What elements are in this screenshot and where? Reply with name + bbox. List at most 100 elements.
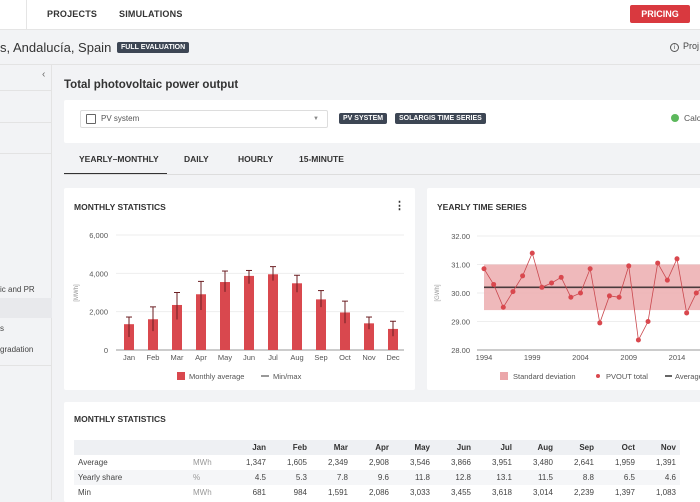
yearly-line-chart: 28.00 29.00 30.00 31.00 32.00 [GWh] 1994 1999 20… [435, 232, 700, 381]
card-title: YEARLY TIME SERIES [437, 202, 527, 212]
project-info-link[interactable]: i Proj [670, 41, 699, 52]
data-point [587, 266, 593, 272]
pv-system-badge: PV SYSTEM [339, 113, 388, 124]
project-header: s, Andalucía, Spain FULL EVALUATION i Pro… [0, 30, 700, 65]
nav-projects[interactable]: PROJECTS [47, 9, 98, 19]
data-point [491, 281, 497, 287]
data-point [655, 260, 661, 266]
y-tick-label: 30.00 [451, 289, 470, 298]
row-unit: % [189, 470, 229, 485]
table-cell: 7.8 [311, 470, 352, 485]
data-point [539, 284, 545, 290]
row-label: Min [78, 488, 91, 497]
table-cell: 13.1 [475, 470, 516, 485]
x-tick-label: Jan [123, 353, 135, 362]
divider [26, 0, 27, 30]
legend-swatch [177, 372, 185, 380]
collapse-sidebar-icon[interactable]: ‹ [42, 69, 46, 80]
table-cell: 4.5 [229, 470, 270, 485]
tab-yearly-monthly[interactable]: YEARLY–MONTHLY [79, 154, 159, 164]
column-header: Jun [434, 440, 475, 455]
bar [364, 323, 374, 350]
sidebar-item[interactable]: s [0, 324, 4, 333]
table-cell: 3,480 [532, 458, 553, 467]
table-cell: 681 [252, 488, 266, 497]
table-cell: 3,866 [450, 458, 471, 467]
bar [196, 294, 206, 350]
data-point [578, 290, 583, 296]
data-point [684, 310, 690, 316]
table-cell: 6.5 [598, 470, 639, 485]
tab-daily[interactable]: DAILY [184, 154, 209, 164]
row-label: Average [78, 458, 108, 467]
y-tick-label: 29.00 [451, 318, 470, 327]
divider [64, 174, 700, 175]
x-tick-label: 2004 [572, 353, 589, 362]
legend-label: PVOUT total [606, 372, 648, 381]
monthly-chart-card: MONTHLY STATISTICS ⋮ [64, 188, 415, 390]
pvout-line [483, 251, 700, 342]
sidebar-item-active[interactable] [0, 298, 52, 318]
legend-label: Monthly average [189, 372, 244, 381]
table-cell: 8.8 [557, 470, 598, 485]
x-tick-label: May [218, 353, 232, 362]
chevron-down-icon: ▼ [313, 116, 319, 122]
data-point [529, 250, 535, 256]
card-title: MONTHLY STATISTICS [74, 414, 166, 424]
table-cell: 12.8 [434, 470, 475, 485]
data-point [626, 263, 632, 269]
legend-label: Min/max [273, 372, 302, 381]
y-tick-label: 6,000 [89, 231, 108, 240]
info-icon: i [670, 43, 679, 52]
column-header: Aug [516, 440, 557, 455]
column-header: Apr [352, 440, 393, 455]
page-title: Total photovoltaic power output [64, 79, 239, 91]
more-options-icon[interactable]: ⋮ [394, 200, 405, 212]
bar [316, 299, 326, 350]
data-point [500, 304, 506, 310]
table-cell: 1,397 [614, 488, 635, 497]
table-cell: 1,591 [327, 488, 348, 497]
table-cell: 3,033 [409, 488, 430, 497]
status-text: Calc [684, 113, 700, 123]
nav-simulations[interactable]: SIMULATIONS [119, 9, 183, 19]
table-cell: 984 [293, 488, 307, 497]
monthly-bar-chart: 0 2,000 4,000 6,000 [MWh] Jan Feb Mar Apr May Jun J… [74, 231, 404, 381]
pv-system-select[interactable]: PV system ▼ [80, 110, 328, 128]
x-tick-label: 2009 [620, 353, 637, 362]
column-header: May [393, 440, 434, 455]
legend-swatch [596, 374, 600, 378]
bar [148, 319, 158, 350]
data-point [674, 256, 680, 262]
tab-hourly[interactable]: HOURLY [238, 154, 274, 164]
table-cell: 2,349 [327, 458, 348, 467]
tab-15-minute[interactable]: 15-MINUTE [299, 154, 344, 164]
top-navbar: PROJECTS SIMULATIONS PRICING [0, 0, 700, 30]
grid-icon [86, 114, 96, 124]
row-unit: MWh [193, 458, 212, 467]
sidebar-item[interactable]: gradation [0, 345, 34, 354]
column-header: Feb [270, 440, 311, 455]
x-tick-label: 2014 [669, 353, 686, 362]
data-point [568, 294, 574, 300]
pricing-button[interactable]: PRICING [630, 5, 690, 23]
x-tick-label: Feb [147, 353, 160, 362]
y-tick-label: 32.00 [451, 232, 470, 241]
data-point [481, 266, 487, 272]
data-point [597, 320, 603, 326]
x-tick-label: Jul [268, 353, 278, 362]
x-tick-label: Dec [386, 353, 400, 362]
x-tick-label: 1999 [524, 353, 541, 362]
x-tick-label: Sep [314, 353, 327, 362]
card-title: MONTHLY STATISTICS [74, 202, 166, 212]
table-header: Jan Feb Mar Apr May Jun Jul Aug Sep Oct Nov [74, 440, 680, 455]
table-cell: 3,951 [491, 458, 512, 467]
y-tick-label: 0 [104, 346, 108, 355]
data-point [635, 337, 641, 343]
data-point [664, 277, 670, 283]
bar [220, 282, 230, 350]
table-cell: 3,455 [450, 488, 471, 497]
data-point [510, 289, 516, 295]
data-point [520, 273, 526, 279]
sidebar-item[interactable]: ic and PR [0, 285, 35, 294]
